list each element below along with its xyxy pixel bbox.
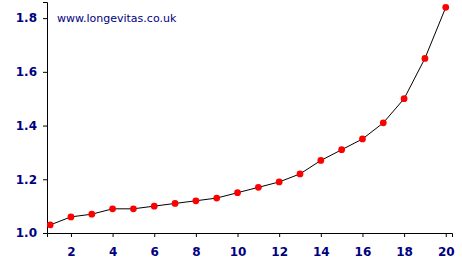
- data-point: [130, 205, 137, 212]
- tick: 20: [438, 233, 455, 259]
- data-point: [213, 195, 220, 202]
- data-point: [401, 95, 408, 102]
- tick-mark: [113, 233, 114, 237]
- tick: 16: [355, 233, 372, 259]
- axis-line: [43, 3, 48, 234]
- data-point: [338, 146, 345, 153]
- data-point: [380, 119, 387, 126]
- tick-label: 6: [151, 245, 159, 259]
- tick: 1.6: [16, 65, 47, 79]
- tick-mark: [43, 126, 47, 127]
- tick-mark: [238, 233, 239, 237]
- data-point: [422, 55, 429, 62]
- tick-label: 16: [355, 245, 372, 259]
- tick: 1.4: [16, 119, 47, 133]
- tick-label: 1.0: [16, 226, 37, 240]
- tick: 1.2: [16, 173, 47, 187]
- tick: 2: [67, 233, 75, 259]
- tick-mark: [279, 233, 280, 237]
- tick-label: 18: [396, 245, 413, 259]
- annotation: www.longevitas.co.uk: [57, 12, 177, 25]
- plot-area: [47, 4, 449, 228]
- tick-label: 1.6: [16, 65, 37, 79]
- tick-mark: [362, 233, 363, 237]
- data-point: [234, 189, 241, 196]
- data-point: [359, 136, 366, 143]
- data-point: [297, 171, 304, 178]
- data-point: [255, 184, 262, 191]
- data-point: [88, 211, 95, 218]
- tick-label: 1.2: [16, 173, 37, 187]
- data-point: [172, 200, 179, 207]
- tick-mark: [43, 179, 47, 180]
- tick-label: 1.8: [16, 11, 37, 25]
- tick-label: 8: [192, 245, 200, 259]
- data-point: [109, 205, 116, 212]
- y-axis: 1.0 1.2 1.4 1.6 1.8: [16, 3, 48, 241]
- data-line: [50, 7, 446, 225]
- tick-mark: [321, 233, 322, 237]
- data-point: [317, 157, 324, 164]
- tick: 6: [151, 233, 159, 259]
- data-point: [442, 4, 449, 11]
- tick-mark: [43, 233, 47, 234]
- tick: 18: [396, 233, 413, 259]
- tick-mark: [196, 233, 197, 237]
- tick-mark: [154, 233, 155, 237]
- tick: 4: [109, 233, 117, 259]
- tick-label: 14: [313, 245, 330, 259]
- data-point: [68, 213, 75, 220]
- tick: 1.8: [16, 11, 47, 25]
- tick: 10: [230, 233, 247, 259]
- tick-mark: [404, 233, 405, 237]
- tick-mark: [71, 233, 72, 237]
- tick-mark: [43, 18, 47, 19]
- axis-line: [48, 234, 453, 238]
- data-point: [276, 179, 283, 186]
- data-point: [151, 203, 158, 210]
- tick-mark: [43, 72, 47, 73]
- tick-label: 4: [109, 245, 117, 259]
- data-point: [47, 222, 54, 229]
- tick: 8: [192, 233, 200, 259]
- tick-mark: [446, 233, 447, 237]
- tick-label: 20: [438, 245, 455, 259]
- tick: 1.0: [16, 226, 47, 240]
- tick: 14: [313, 233, 330, 259]
- x-axis: 2 4 6 8 10 12 14 16 18 20: [48, 233, 455, 259]
- tick-label: 1.4: [16, 119, 37, 133]
- tick-label: 2: [67, 245, 75, 259]
- data-point: [192, 197, 199, 204]
- tick-label: 10: [230, 245, 247, 259]
- chart: 2 4 6 8 10 12 14 16 18 20 1.0 1.2 1.4 1.6 1.8 www.longe…: [0, 0, 462, 270]
- tick-label: 12: [271, 245, 288, 259]
- tick: 12: [271, 233, 288, 259]
